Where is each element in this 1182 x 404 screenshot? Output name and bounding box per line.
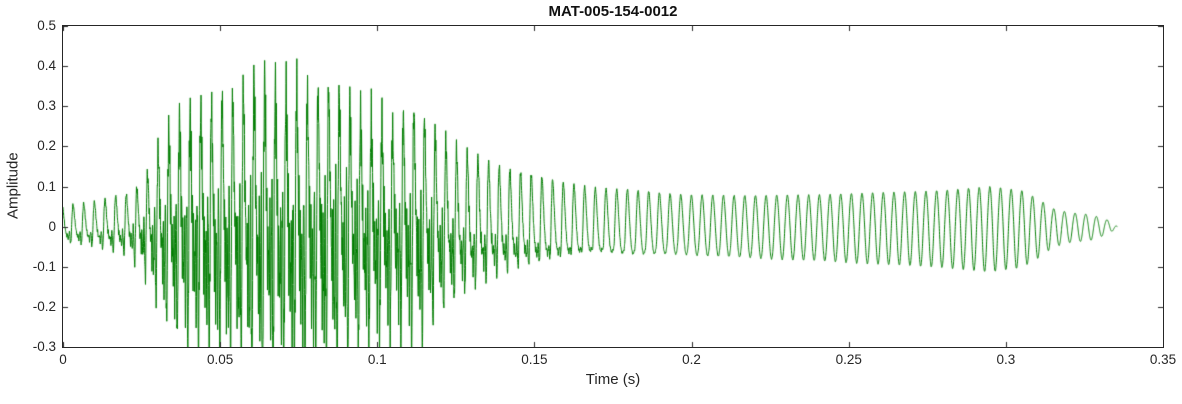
y-tick-label: 0 — [48, 218, 56, 234]
x-tick-label: 0.2 — [682, 352, 701, 367]
x-tick-label: 0 — [59, 352, 67, 367]
waveform-canvas — [63, 26, 1163, 347]
y-tick-label: 0.3 — [37, 98, 56, 114]
y-tick-label: -0.1 — [32, 258, 56, 274]
y-tick-label: -0.3 — [32, 339, 56, 354]
x-axis-label: Time (s) — [585, 371, 641, 388]
x-tick-label: 0.05 — [207, 352, 234, 367]
x-tick-label: 0.1 — [367, 352, 387, 367]
x-tick-label: 0.3 — [996, 352, 1016, 367]
plot-area — [62, 25, 1164, 348]
y-tick-label: 0.4 — [37, 58, 56, 74]
y-tick-label: -0.2 — [32, 298, 56, 314]
y-tick-label: 0.5 — [37, 18, 56, 33]
x-tick-label: 0.25 — [835, 352, 862, 367]
x-tick-label: 0.35 — [1149, 352, 1177, 367]
x-tick-label: 0.15 — [521, 352, 548, 367]
y-tick-label: 0.2 — [37, 138, 56, 154]
chart-title: MAT-005-154-0012 — [548, 3, 678, 20]
y-tick-label: 0.1 — [37, 178, 56, 194]
